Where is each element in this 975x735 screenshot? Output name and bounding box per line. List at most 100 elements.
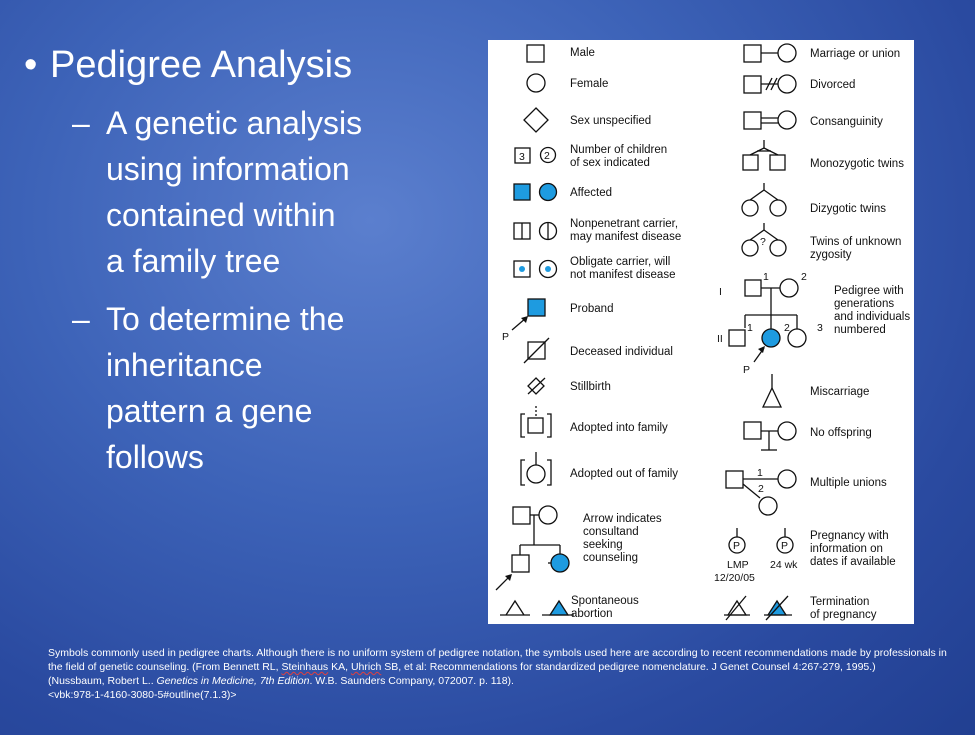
svg-text:Arrow indicates: Arrow indicates xyxy=(583,513,662,525)
legend-numbered-pedigree: I 1 2 II 1 2 3 P Pedigree with generatio… xyxy=(717,271,910,376)
caption-vbk-link: <vbk:978-1-4160-3080-5#outline(7.1.3)> xyxy=(48,689,237,701)
svg-text:P: P xyxy=(781,540,788,552)
legend-affected: Affected xyxy=(513,182,612,202)
svg-text:II: II xyxy=(717,333,723,345)
diamond-symbol xyxy=(523,107,549,133)
legend-termination: Termination of pregnancy xyxy=(724,595,877,621)
legend-male: Male xyxy=(526,44,595,63)
svg-text:2: 2 xyxy=(801,271,807,283)
legend-monozygotic-twins: Monozygotic twins xyxy=(742,140,904,171)
legend-marriage: Marriage or union xyxy=(743,43,900,63)
male-symbol xyxy=(526,44,545,63)
svg-text:generations: generations xyxy=(834,298,894,310)
svg-text:Female: Female xyxy=(570,78,608,90)
dash-icon: – xyxy=(72,105,90,141)
bullet-dot: • xyxy=(24,44,38,86)
caption-citation: Symbols commonly used in pedigree charts… xyxy=(48,647,947,673)
svg-text:Pedigree with: Pedigree with xyxy=(834,285,904,297)
svg-text:numbered: numbered xyxy=(834,324,886,336)
legend-multiple-unions: 1 2 Multiple unions xyxy=(725,467,887,516)
subpoint-2-text: To determine the inheritance pattern a g… xyxy=(106,301,345,475)
legend-no-offspring: No offspring xyxy=(743,421,872,451)
svg-text:3: 3 xyxy=(519,151,525,163)
pedigree-symbols-figure: Male Female Sex unspecified 3 2 Number o… xyxy=(488,40,914,624)
svg-text:LMP: LMP xyxy=(727,559,749,571)
legend-miscarriage: Miscarriage xyxy=(761,374,869,408)
svg-text:12/20/05: 12/20/05 xyxy=(714,572,755,584)
legend-deceased: Deceased individual xyxy=(523,337,673,364)
legend-number-of-children: 3 2 Number of children of sex indicated xyxy=(514,144,667,169)
svg-text:?: ? xyxy=(760,236,766,248)
svg-text:Monozygotic twins: Monozygotic twins xyxy=(810,158,904,170)
svg-text:2: 2 xyxy=(758,483,764,495)
svg-text:Obligate carrier, will: Obligate carrier, will xyxy=(570,256,670,268)
subpoint-1-text: A genetic analysis using information con… xyxy=(106,105,363,279)
svg-text:Number of children: Number of children xyxy=(570,144,667,156)
legend-dizygotic-twins: Dizygotic twins xyxy=(741,183,886,217)
legend-consultand-arrow: Arrow indicates consultand seeking couns… xyxy=(495,505,662,591)
legend-nonpenetrant-carrier: Nonpenetrant carrier, may manifest disea… xyxy=(513,218,681,243)
svg-text:Divorced: Divorced xyxy=(810,79,855,91)
svg-text:2: 2 xyxy=(784,322,790,334)
female-symbol xyxy=(526,73,546,93)
main-bullet: • Pedigree Analysis xyxy=(24,40,352,90)
subpoint-2: – To determine the inheritance pattern a… xyxy=(72,296,344,480)
legend-twins-unknown-zygosity: ? Twins of unknown zygosity xyxy=(741,223,901,261)
svg-text:Twins of unknown: Twins of unknown xyxy=(810,236,901,248)
svg-text:zygosity: zygosity xyxy=(810,249,852,261)
svg-text:Adopted into family: Adopted into family xyxy=(570,422,668,434)
svg-text:I: I xyxy=(719,286,722,298)
svg-text:may manifest disease: may manifest disease xyxy=(570,231,681,243)
svg-text:1: 1 xyxy=(747,322,753,334)
svg-text:24 wk: 24 wk xyxy=(770,559,798,571)
svg-text:3: 3 xyxy=(817,322,823,334)
svg-text:P: P xyxy=(502,331,509,343)
svg-text:information on: information on xyxy=(810,543,883,555)
legend-female: Female xyxy=(526,73,608,93)
svg-text:Pregnancy with: Pregnancy with xyxy=(810,530,889,542)
legend-pregnancy: P P LMP 12/20/05 24 wk Pregnancy with in… xyxy=(714,528,896,584)
svg-text:of sex indicated: of sex indicated xyxy=(570,157,650,169)
caption-source: (Nussbaum, Robert L.. Genetics in Medici… xyxy=(48,675,514,687)
svg-text:Dizygotic twins: Dizygotic twins xyxy=(810,203,886,215)
legend-sex-unspecified: Sex unspecified xyxy=(523,107,651,133)
svg-text:Spontaneous: Spontaneous xyxy=(571,595,639,607)
svg-text:counseling: counseling xyxy=(583,552,638,564)
svg-text:Termination: Termination xyxy=(810,596,869,608)
svg-text:abortion: abortion xyxy=(571,608,613,620)
svg-text:Affected: Affected xyxy=(570,187,612,199)
legend-adopted-into-family: Adopted into family xyxy=(520,406,668,438)
svg-text:consultand: consultand xyxy=(583,526,639,538)
svg-text:No offspring: No offspring xyxy=(810,427,872,439)
svg-text:P: P xyxy=(733,540,740,552)
figure-caption: Symbols commonly used in pedigree charts… xyxy=(48,646,958,702)
svg-text:2: 2 xyxy=(544,150,550,162)
svg-text:Proband: Proband xyxy=(570,303,613,315)
legend-spontaneous-abortion: Spontaneous abortion xyxy=(500,595,639,620)
legend-consanguinity: Consanguinity xyxy=(743,110,883,130)
legend-adopted-out-of-family: Adopted out of family xyxy=(520,452,678,486)
svg-text:Multiple unions: Multiple unions xyxy=(810,477,887,489)
svg-text:Marriage or union: Marriage or union xyxy=(810,48,900,60)
svg-text:Male: Male xyxy=(570,47,595,59)
svg-text:Deceased individual: Deceased individual xyxy=(570,346,673,358)
svg-text:Miscarriage: Miscarriage xyxy=(810,386,869,398)
svg-text:Stillbirth: Stillbirth xyxy=(570,381,611,393)
subpoint-1: – A genetic analysis using information c… xyxy=(72,100,362,284)
svg-text:Nonpenetrant carrier,: Nonpenetrant carrier, xyxy=(570,218,678,230)
svg-text:Adopted out of family: Adopted out of family xyxy=(570,468,678,480)
bullet-title: Pedigree Analysis xyxy=(50,44,353,86)
svg-text:and individuals: and individuals xyxy=(834,311,910,323)
svg-text:of pregnancy: of pregnancy xyxy=(810,609,877,621)
svg-text:seeking: seeking xyxy=(583,539,623,551)
legend-proband: P Proband xyxy=(502,298,613,343)
svg-text:1: 1 xyxy=(757,467,763,479)
svg-text:Consanguinity: Consanguinity xyxy=(810,116,883,128)
svg-text:dates if available: dates if available xyxy=(810,556,896,568)
svg-text:Sex unspecified: Sex unspecified xyxy=(570,115,651,127)
dash-icon: – xyxy=(72,301,90,337)
svg-text:not manifest disease: not manifest disease xyxy=(570,269,675,281)
legend-obligate-carrier: Obligate carrier, will not manifest dise… xyxy=(513,256,675,281)
legend-divorced: Divorced xyxy=(743,74,855,94)
svg-text:P: P xyxy=(743,364,750,376)
